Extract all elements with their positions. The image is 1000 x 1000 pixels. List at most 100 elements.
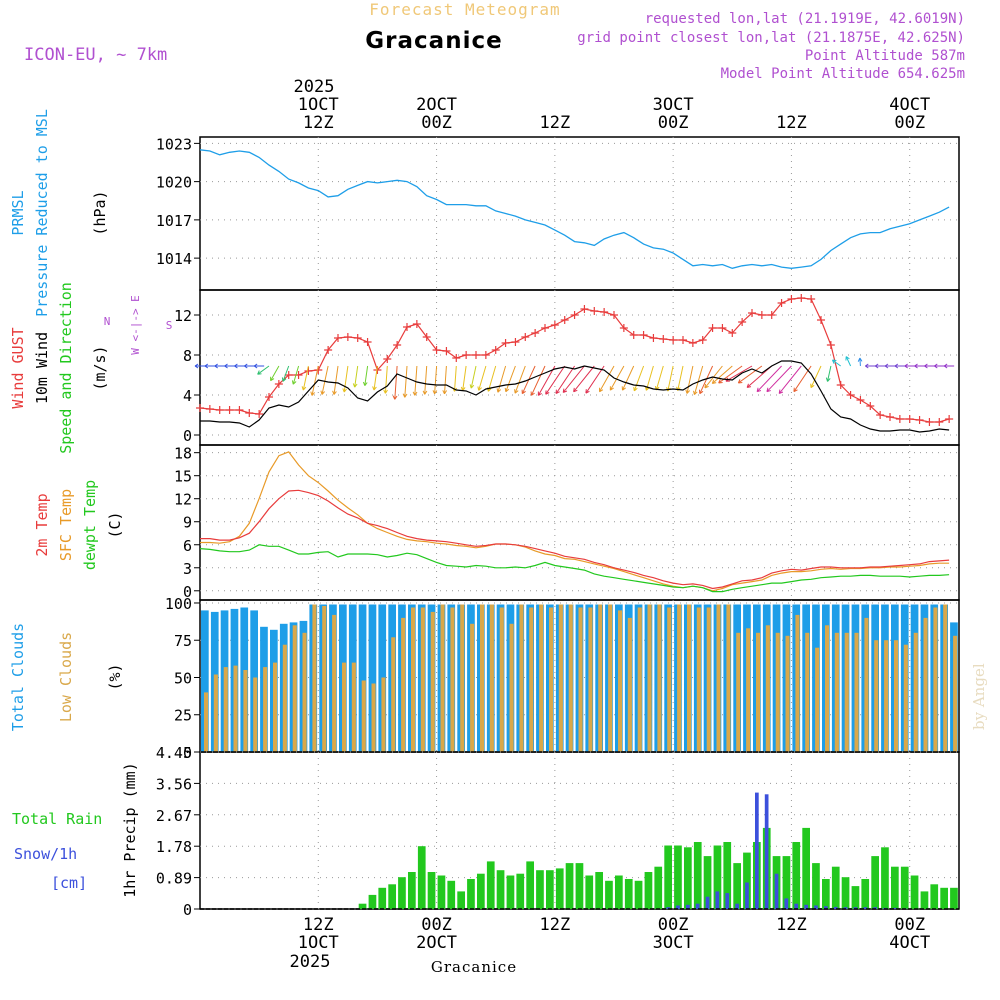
rain-bar [831,866,840,909]
watermark: by Angel [970,663,988,730]
low-cloud-bar [342,662,347,752]
rain-bar [467,879,475,909]
wind-arrow [904,363,915,369]
rain-bar [378,887,387,909]
low-cloud-bar [282,644,287,752]
gust-point [856,396,865,404]
gust-point [196,404,204,412]
gust-point [541,324,549,332]
gust-point [363,338,372,346]
panels: 1014 1017 1020 1023 PRMSL Pressure Reduced to… [9,109,960,919]
low-cloud-bar [351,662,356,752]
rain-bar [536,870,544,909]
low-cloud-bar [499,607,504,752]
gust-point [343,333,352,341]
wind-arrow [924,363,935,369]
wind-arrow [291,365,300,385]
gust-point [708,324,717,332]
low-cloud-bar [430,611,435,752]
low-cloud-bar [213,674,218,752]
low-cloud-bar [647,604,652,752]
gust-point [757,311,766,319]
bottom-day-label: 4OCT [889,933,930,953]
rain-bar [477,873,485,909]
total-cloud-bar [358,604,367,752]
gust-point [669,336,678,344]
compass-rose: W <-|-> E N S [104,295,173,355]
low-cloud-bar [332,614,337,752]
gust-point [935,418,944,426]
gust-label: Wind GUST [9,327,27,408]
low-cloud-bar [608,604,613,752]
wind-arrow [685,365,694,394]
ytick-label: 12 [174,307,192,325]
gust-point [531,329,540,337]
gust-point [501,339,510,347]
top-day-label: 3OCT [653,95,694,115]
wind-series-line [200,360,950,433]
rain-bar [555,868,564,909]
ytick-label: 1017 [156,212,192,230]
wind-arrow [825,365,832,382]
rain-bar [506,875,515,909]
low-cloud-bar [568,604,573,752]
snow-bar [784,898,789,909]
gust-point [817,316,825,324]
wind-arrow [477,365,487,391]
wind-arrow [422,365,428,395]
low-cloud-bar [785,635,790,752]
gust-point [895,415,904,423]
gust-point [570,311,579,319]
model-altitude: Model Point Altitude 654.625m [721,66,965,82]
low-cloud-bar [322,606,327,752]
requested-coords: requested lon,lat (21.1919E, 42.6019N) [645,11,965,27]
snow-bar [833,906,838,909]
low-cloud-bar [805,632,810,752]
rain-bar [457,891,465,909]
low-cloud-bar [864,617,869,752]
gust-point [215,406,224,414]
wind-arrow [718,365,743,384]
gust-point [403,323,411,331]
rain-bar [802,827,810,909]
bottom-day-label: 3OCT [653,933,694,953]
low-cloud-bar [598,604,603,752]
bottom-hour-label: 00Z [894,915,925,935]
gust-point [748,309,756,317]
snow-bar [735,903,739,909]
rain-label: Total Rain [12,810,102,828]
compass-we: W <-|-> E [129,295,142,355]
wind-arrow [585,365,605,394]
wind-arrow [514,365,526,394]
rain-bar [782,856,791,909]
wind-arrow [253,363,265,369]
wind-arrow [281,365,290,382]
model-label: ICON-EU, ~ 7km [24,45,167,65]
rain-bar [733,863,741,909]
clouds-ylabel: (%) [106,663,124,690]
low-cloud-bar [480,604,485,752]
panel-4: 0 25 50 75 100 Total Clouds Low Clouds (%) [9,595,960,762]
wind-arrow [452,365,458,392]
low-cloud-bar [381,677,386,752]
ytick-label: 50 [174,669,192,687]
gust-point [304,367,313,375]
gust-point [886,413,894,421]
wind-arrow [442,365,448,395]
bottom-hour-label: 12Z [776,915,807,935]
gust-point [550,321,559,329]
snow-bar [666,907,670,909]
snow-bar [863,907,868,909]
gust-point [205,405,214,413]
precip-ylabel: 1hr Precip (mm) [121,762,139,897]
rain-bar [910,875,919,909]
low-cloud-bar [765,625,770,752]
snow-bar [824,906,828,909]
top-hour-label: 00Z [658,113,689,133]
snow-bar [843,907,848,909]
low-cloud-bar [489,604,494,752]
rain-bar [486,861,495,909]
low-cloud-bar [953,635,958,752]
pressure-ylabel: (hPa) [91,190,109,235]
